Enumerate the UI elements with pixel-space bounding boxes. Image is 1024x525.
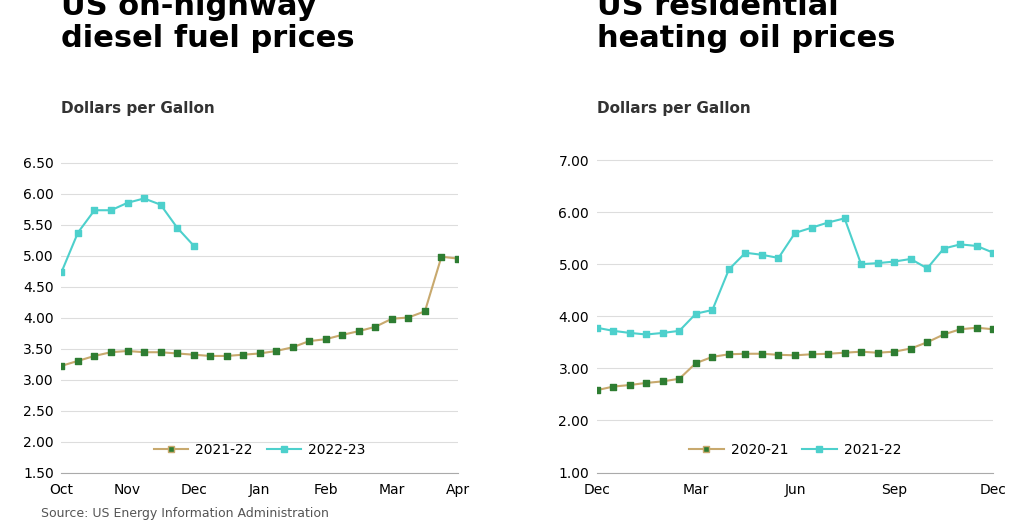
Point xyxy=(605,327,622,335)
Point xyxy=(869,349,886,357)
Point xyxy=(969,323,985,332)
Point xyxy=(969,242,985,250)
Point xyxy=(786,351,803,360)
Point xyxy=(853,260,869,268)
Point xyxy=(622,329,638,337)
Point xyxy=(350,327,367,335)
Point xyxy=(902,344,919,353)
Point xyxy=(837,349,853,357)
Point xyxy=(919,264,935,272)
Point xyxy=(605,382,622,391)
Point xyxy=(886,348,902,356)
Point xyxy=(334,331,350,339)
Text: US residential
heating oil prices: US residential heating oil prices xyxy=(597,0,895,52)
Point xyxy=(153,201,169,209)
Legend: 2020-21, 2021-22: 2020-21, 2021-22 xyxy=(683,437,906,463)
Point xyxy=(786,229,803,237)
Point xyxy=(688,309,705,318)
Point xyxy=(936,244,952,253)
Point xyxy=(737,350,754,358)
Point xyxy=(234,351,251,359)
Point xyxy=(53,362,70,370)
Point xyxy=(638,330,654,339)
Point xyxy=(985,325,1001,333)
Point xyxy=(671,327,687,335)
Point xyxy=(400,313,417,322)
Point xyxy=(671,374,687,383)
Point xyxy=(853,348,869,356)
Point xyxy=(919,338,935,347)
Point xyxy=(317,335,334,343)
Point xyxy=(721,350,737,359)
Point xyxy=(869,259,886,267)
Point xyxy=(589,323,605,332)
Point xyxy=(285,343,301,351)
Point xyxy=(86,206,102,214)
Point xyxy=(820,350,837,358)
Point xyxy=(433,253,450,261)
Point xyxy=(985,248,1001,257)
Point xyxy=(705,306,721,314)
Point xyxy=(820,218,837,227)
Point xyxy=(589,386,605,394)
Point xyxy=(169,349,185,358)
Point xyxy=(754,250,770,259)
Point xyxy=(102,206,119,214)
Point xyxy=(120,347,136,355)
Point xyxy=(169,224,185,232)
Point xyxy=(153,348,169,356)
Legend: 2021-22, 2022-23: 2021-22, 2022-23 xyxy=(148,437,372,463)
Point xyxy=(384,314,400,323)
Point xyxy=(86,352,102,360)
Point xyxy=(952,325,969,333)
Text: Dollars per Gallon: Dollars per Gallon xyxy=(61,100,215,116)
Point xyxy=(417,307,433,316)
Point xyxy=(638,379,654,387)
Point xyxy=(886,257,902,266)
Point xyxy=(102,348,119,356)
Point xyxy=(185,351,202,359)
Point xyxy=(936,330,952,339)
Point xyxy=(252,349,268,358)
Point xyxy=(770,351,786,359)
Point xyxy=(902,255,919,263)
Point xyxy=(218,352,234,360)
Point xyxy=(721,265,737,274)
Point xyxy=(70,356,86,365)
Point xyxy=(804,350,820,359)
Point xyxy=(301,337,317,345)
Point xyxy=(136,194,153,203)
Point xyxy=(185,242,202,250)
Point xyxy=(654,377,671,385)
Point xyxy=(120,198,136,207)
Point xyxy=(737,248,754,257)
Text: Dollars per Gallon: Dollars per Gallon xyxy=(597,100,751,116)
Text: Source: US Energy Information Administration: Source: US Energy Information Administra… xyxy=(41,507,329,520)
Point xyxy=(705,353,721,361)
Point xyxy=(53,268,70,277)
Point xyxy=(70,228,86,237)
Point xyxy=(754,350,770,358)
Point xyxy=(952,240,969,249)
Point xyxy=(622,381,638,389)
Point xyxy=(654,329,671,337)
Point xyxy=(136,348,153,356)
Point xyxy=(688,359,705,368)
Text: US on-highway
diesel fuel prices: US on-highway diesel fuel prices xyxy=(61,0,355,52)
Point xyxy=(837,214,853,223)
Point xyxy=(450,255,466,263)
Point xyxy=(268,347,285,355)
Point xyxy=(804,224,820,232)
Point xyxy=(770,254,786,262)
Point xyxy=(202,352,218,360)
Point xyxy=(368,322,384,331)
